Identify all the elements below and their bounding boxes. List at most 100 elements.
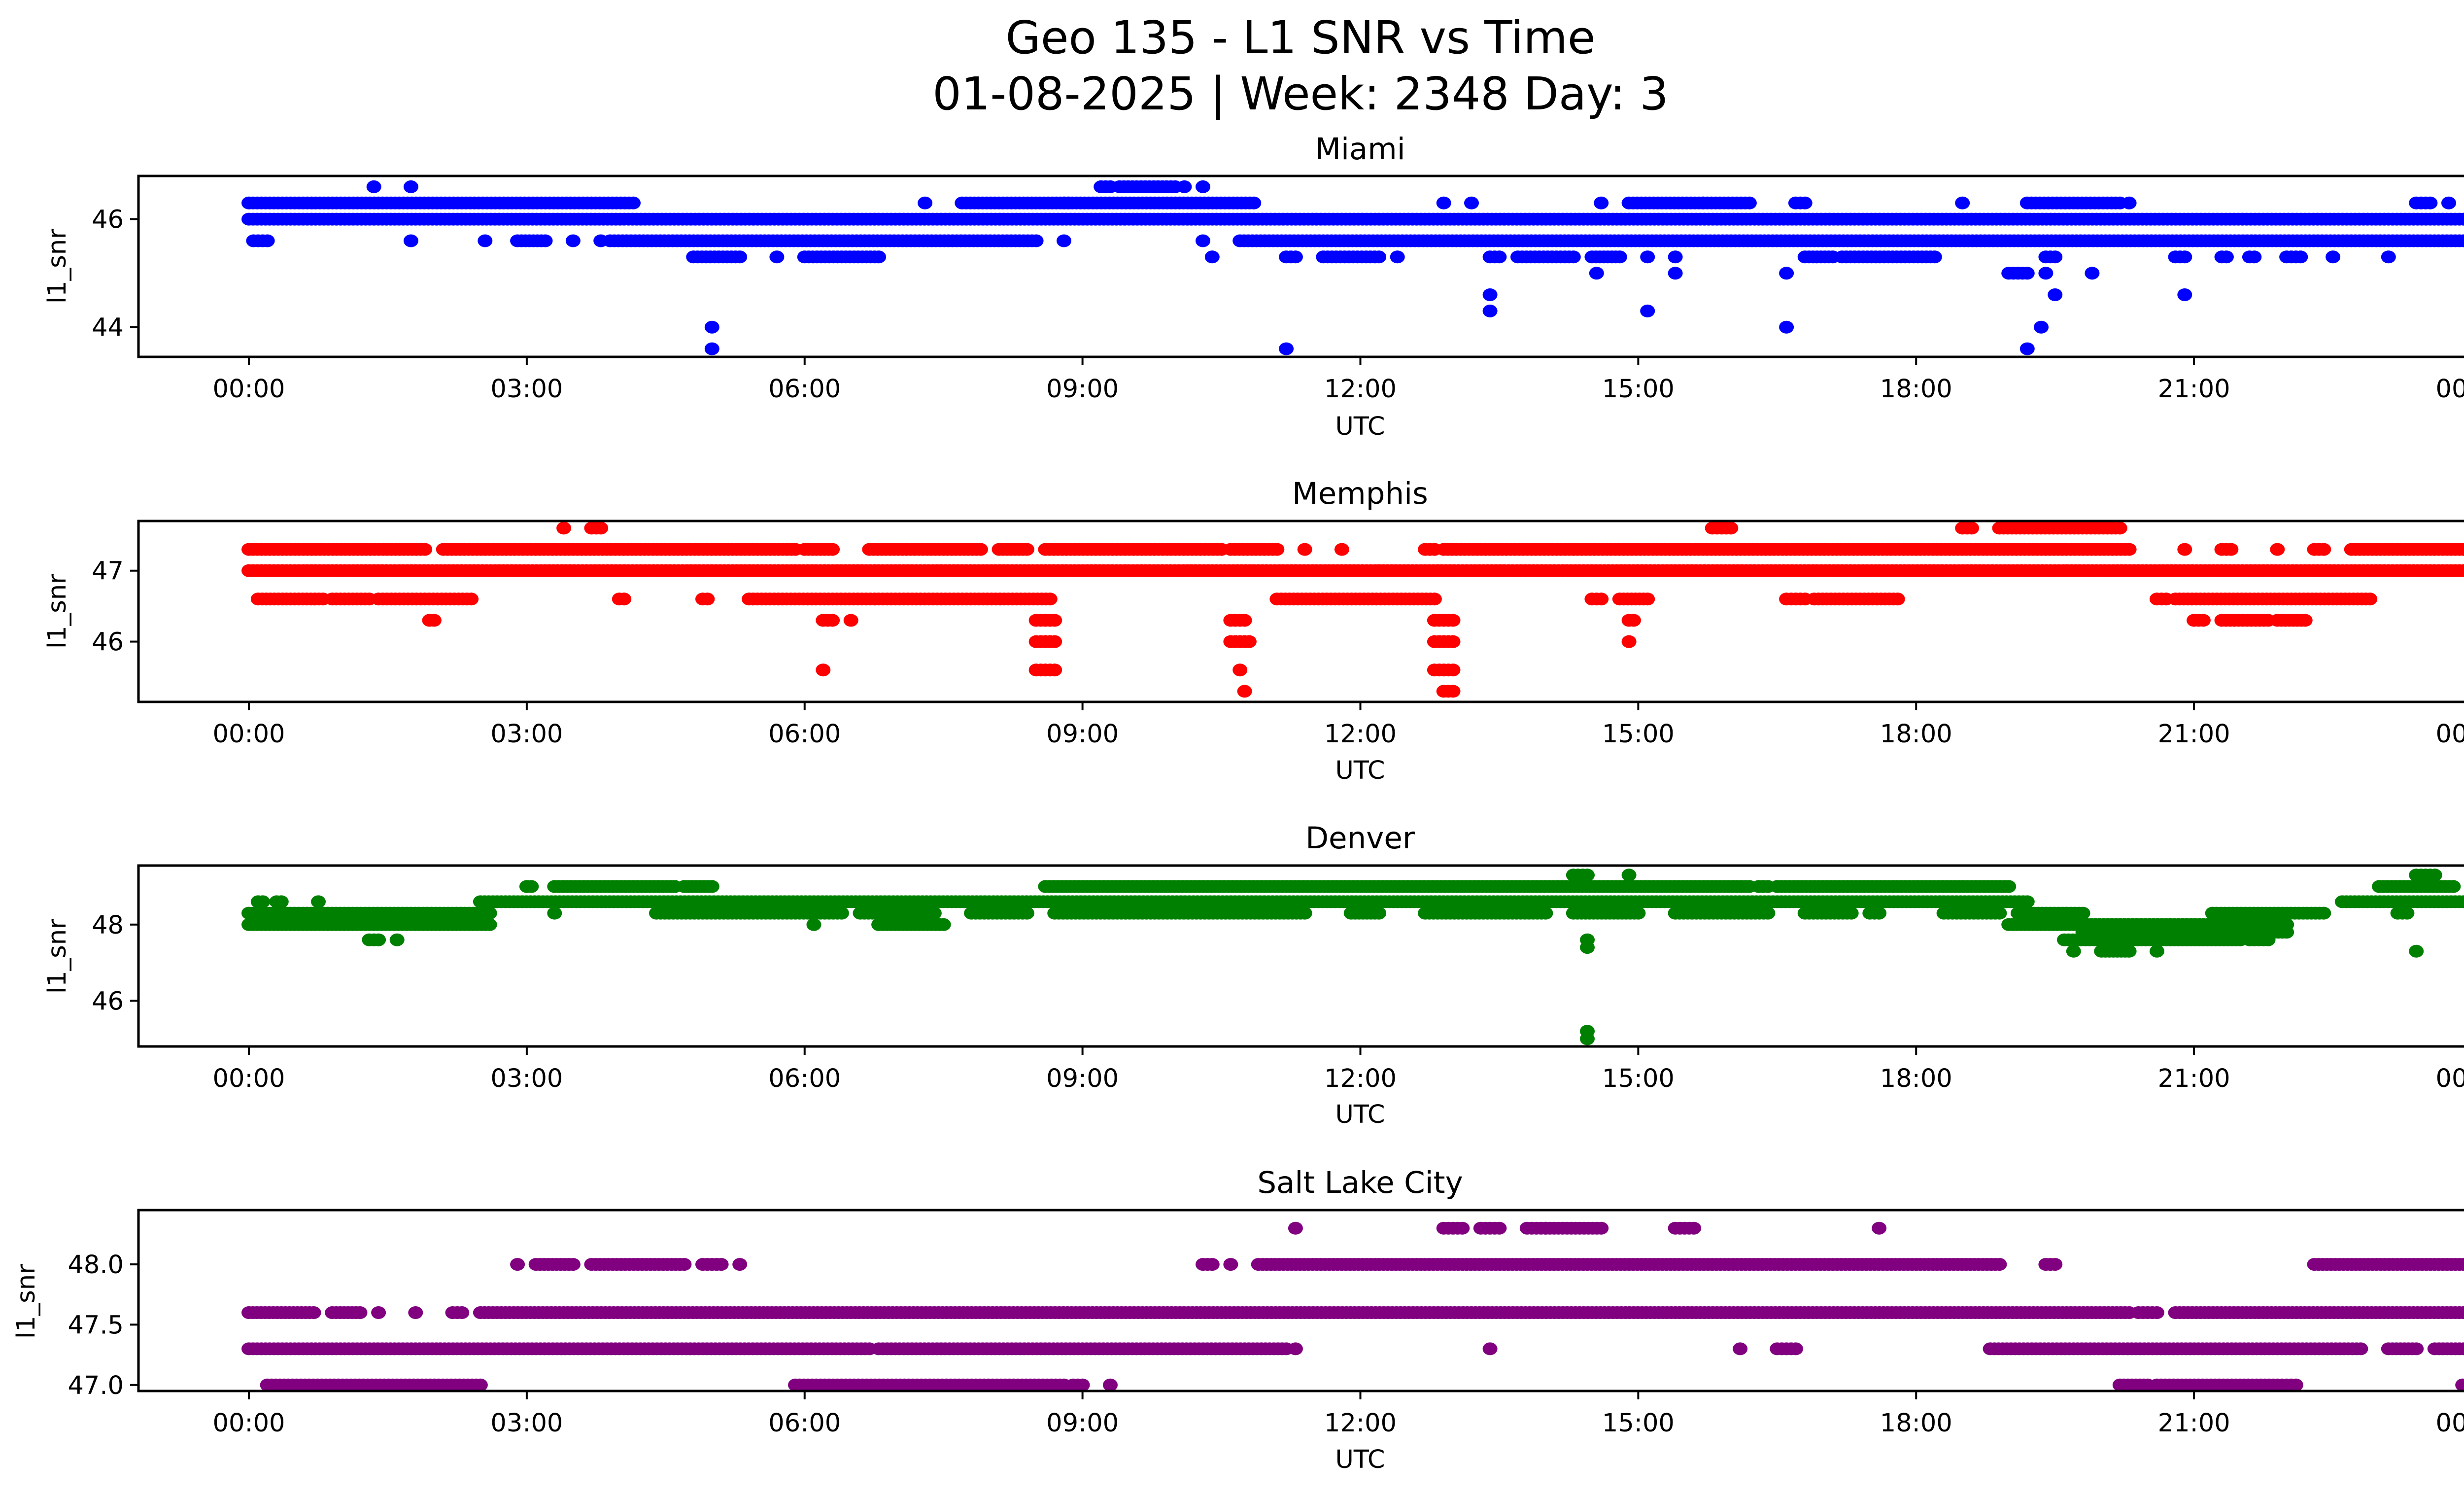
data-point	[482, 906, 497, 920]
data-point	[825, 614, 840, 627]
data-point	[1288, 1221, 1303, 1235]
chart-subtitle: 01-08-2025 | Week: 2348 Day: 3	[932, 68, 1669, 120]
data-point	[2247, 250, 2262, 264]
data-point	[371, 1306, 386, 1319]
data-point	[1482, 288, 1498, 301]
scatter-marks	[241, 869, 2464, 1045]
x-tick-label: 03:00	[490, 375, 563, 404]
data-point	[2423, 196, 2438, 209]
y-tick-label: 46	[92, 987, 124, 1016]
data-point	[1844, 906, 1859, 920]
data-point	[524, 880, 539, 893]
data-point	[1594, 1221, 1609, 1235]
data-point	[417, 543, 433, 556]
x-tick-label: 15:00	[1602, 1064, 1675, 1093]
data-point	[2460, 1258, 2464, 1270]
data-point	[2001, 880, 2017, 893]
data-point	[565, 1258, 581, 1271]
data-point	[478, 234, 493, 247]
data-point	[1297, 906, 1312, 920]
x-tick-label: 21:00	[2158, 720, 2230, 749]
data-point	[1246, 196, 1262, 209]
data-point	[1566, 250, 1581, 264]
data-point	[1237, 614, 1252, 627]
data-point	[918, 196, 933, 209]
x-tick-label: 09:00	[1046, 720, 1119, 749]
data-point	[1492, 1221, 1507, 1235]
data-point	[1640, 304, 1655, 317]
data-point	[936, 918, 951, 931]
x-tick-label: 00:00	[2436, 1064, 2464, 1093]
data-point	[1196, 234, 1210, 247]
data-point	[1464, 196, 1479, 209]
data-point	[2224, 543, 2239, 556]
data-point	[714, 1258, 729, 1271]
data-point	[1668, 267, 1683, 280]
data-point	[677, 1258, 692, 1271]
data-point	[1686, 1221, 1702, 1235]
x-axis: 00:00 03:00 06:00 09:00 12:00 15:00 18:00 21:00…	[213, 357, 2464, 404]
data-point	[2066, 944, 2081, 958]
data-point	[274, 895, 289, 908]
data-point	[2075, 906, 2090, 920]
data-point	[700, 592, 715, 606]
axes-frame	[137, 864, 2464, 1048]
data-point	[1232, 663, 1248, 677]
data-point	[2019, 895, 2035, 908]
data-point	[2279, 926, 2294, 939]
data-point	[2297, 614, 2313, 627]
data-point	[2409, 944, 2424, 958]
data-point	[2460, 235, 2464, 246]
data-point	[482, 918, 497, 931]
data-point	[1334, 543, 1349, 556]
data-point	[1482, 304, 1498, 317]
data-point	[1890, 592, 1905, 606]
data-point	[1223, 1258, 1238, 1271]
data-point	[2038, 267, 2053, 280]
y-tick-label: 46	[92, 628, 124, 657]
data-point	[1760, 906, 1776, 920]
data-point	[1019, 543, 1034, 556]
data-point	[1019, 906, 1034, 920]
data-point	[1640, 250, 1655, 264]
data-point	[626, 196, 641, 209]
data-point	[1427, 592, 1442, 606]
x-tick-label: 21:00	[2158, 375, 2230, 404]
data-point	[2316, 543, 2331, 556]
data-point	[311, 895, 326, 908]
data-point	[2048, 250, 2063, 264]
data-point	[2326, 250, 2341, 264]
data-point	[1269, 543, 1285, 556]
scatter-marks	[241, 522, 2464, 698]
y-tick-label: 44	[92, 313, 124, 343]
x-tick-label: 12:00	[1324, 375, 1397, 404]
data-point	[1797, 196, 1813, 209]
x-axis: 00:00 03:00 06:00 09:00 12:00 15:00 18:00 21:00…	[213, 1046, 2464, 1093]
data-point	[2441, 196, 2456, 209]
data-point	[973, 543, 988, 556]
y-axis-label: l1_snr	[43, 574, 72, 649]
panel-title: Salt Lake City	[1257, 1165, 1463, 1200]
data-point	[2149, 1306, 2164, 1319]
data-point	[1047, 663, 1062, 677]
data-point	[2177, 543, 2192, 556]
data-point	[1580, 941, 1595, 954]
x-tick-label: 09:00	[1046, 375, 1119, 404]
data-point	[1445, 635, 1461, 648]
data-point	[2381, 250, 2396, 264]
panel-title: Denver	[1305, 821, 1415, 856]
data-point	[1177, 180, 1192, 193]
data-point	[2446, 880, 2461, 893]
x-tick-label: 12:00	[1324, 720, 1397, 749]
x-tick-label: 18:00	[1880, 1064, 1952, 1093]
data-point	[2260, 933, 2276, 946]
data-point	[2122, 543, 2137, 556]
data-point	[1047, 635, 1062, 648]
data-point	[816, 663, 831, 677]
data-point	[704, 880, 719, 893]
data-point	[1742, 196, 1757, 209]
x-tick-label: 06:00	[768, 720, 841, 749]
